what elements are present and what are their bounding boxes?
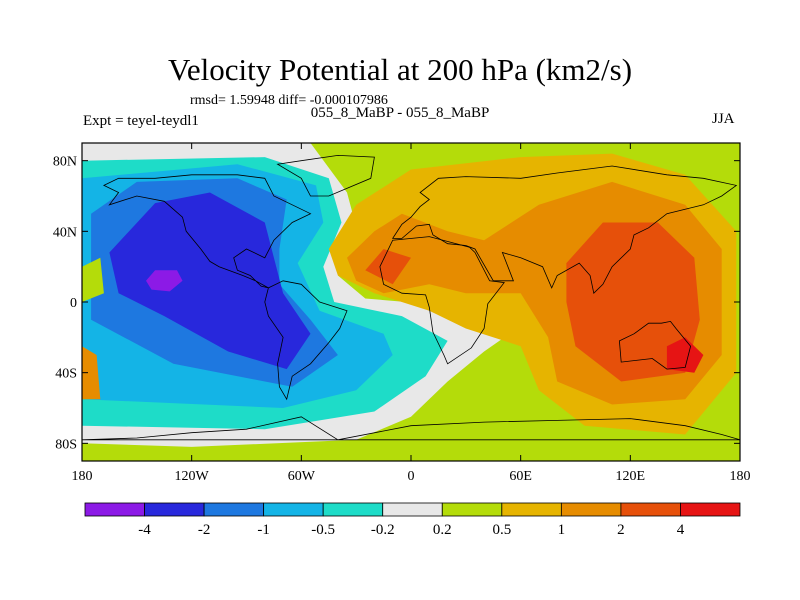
x-tick-label: 180	[72, 469, 93, 484]
colorbar-swatch	[203, 502, 265, 517]
coast-eurasia	[391, 165, 738, 294]
colorbar-label: 0.5	[492, 522, 511, 538]
x-tick-label: 120E	[616, 469, 646, 484]
colorbar-swatch	[382, 502, 443, 517]
colorbar-label: -0.2	[371, 522, 395, 538]
colorbar-label: 2	[617, 522, 625, 538]
x-tick-label: 0	[408, 469, 415, 484]
x-tick-label: 180	[730, 469, 751, 484]
contour-band-plus-4	[666, 337, 704, 373]
contour-band-west-orange	[82, 346, 101, 400]
coast-south-america	[264, 280, 348, 401]
contour-band-plus-2b	[566, 222, 700, 382]
y-tick-label: 80N	[53, 155, 77, 170]
colorbar-swatch	[441, 502, 503, 517]
rmsd-diff-stats: rmsd= 1.59948 diff= -0.000107986	[190, 93, 388, 108]
y-tick-label: 40S	[55, 367, 77, 382]
colorbar-swatch	[620, 502, 681, 517]
colorbar-label: 0.2	[433, 522, 452, 538]
colorbar-swatch	[680, 502, 741, 517]
colorbar-swatch	[84, 502, 145, 517]
contour-band-minus-2	[109, 192, 311, 370]
colorbar-label: -0.5	[311, 522, 335, 538]
x-tick-label: 120W	[175, 469, 210, 484]
colorbar-label: -4	[138, 522, 151, 538]
contour-band-plus-2	[365, 249, 411, 285]
x-tick-label: 60E	[509, 469, 532, 484]
experiment-label: Expt = teyel-teydl1	[83, 113, 199, 129]
colorbar-swatch	[560, 502, 622, 517]
y-tick-label: 80S	[55, 437, 77, 452]
coast-africa	[379, 236, 505, 365]
colorbar-label: -1	[257, 522, 270, 538]
colorbar-label: 1	[558, 522, 566, 538]
colorbar-label: 4	[677, 522, 685, 538]
colorbar-swatch	[322, 502, 384, 517]
season-label: JJA	[712, 111, 735, 127]
coast-greenland	[276, 154, 375, 197]
coast-antarctica	[81, 416, 741, 441]
y-tick-label: 40N	[53, 225, 77, 240]
y-tick-label: 0	[70, 296, 77, 311]
contour-band-west-yellow	[82, 257, 104, 302]
contour-band-minus-4	[146, 270, 183, 292]
colorbar-label: -2	[198, 522, 211, 538]
coast-australia	[618, 320, 692, 370]
colorbar-swatch	[501, 502, 562, 517]
colorbar-swatch	[144, 502, 205, 517]
case-comparison: 055_8_MaBP - 055_8_MaBP	[310, 105, 490, 121]
coast-north-america	[102, 174, 312, 289]
colorbar-swatch	[263, 502, 324, 517]
x-tick-label: 60W	[288, 469, 316, 484]
chart-title: Velocity Potential at 200 hPa (km2/s)	[167, 52, 633, 87]
